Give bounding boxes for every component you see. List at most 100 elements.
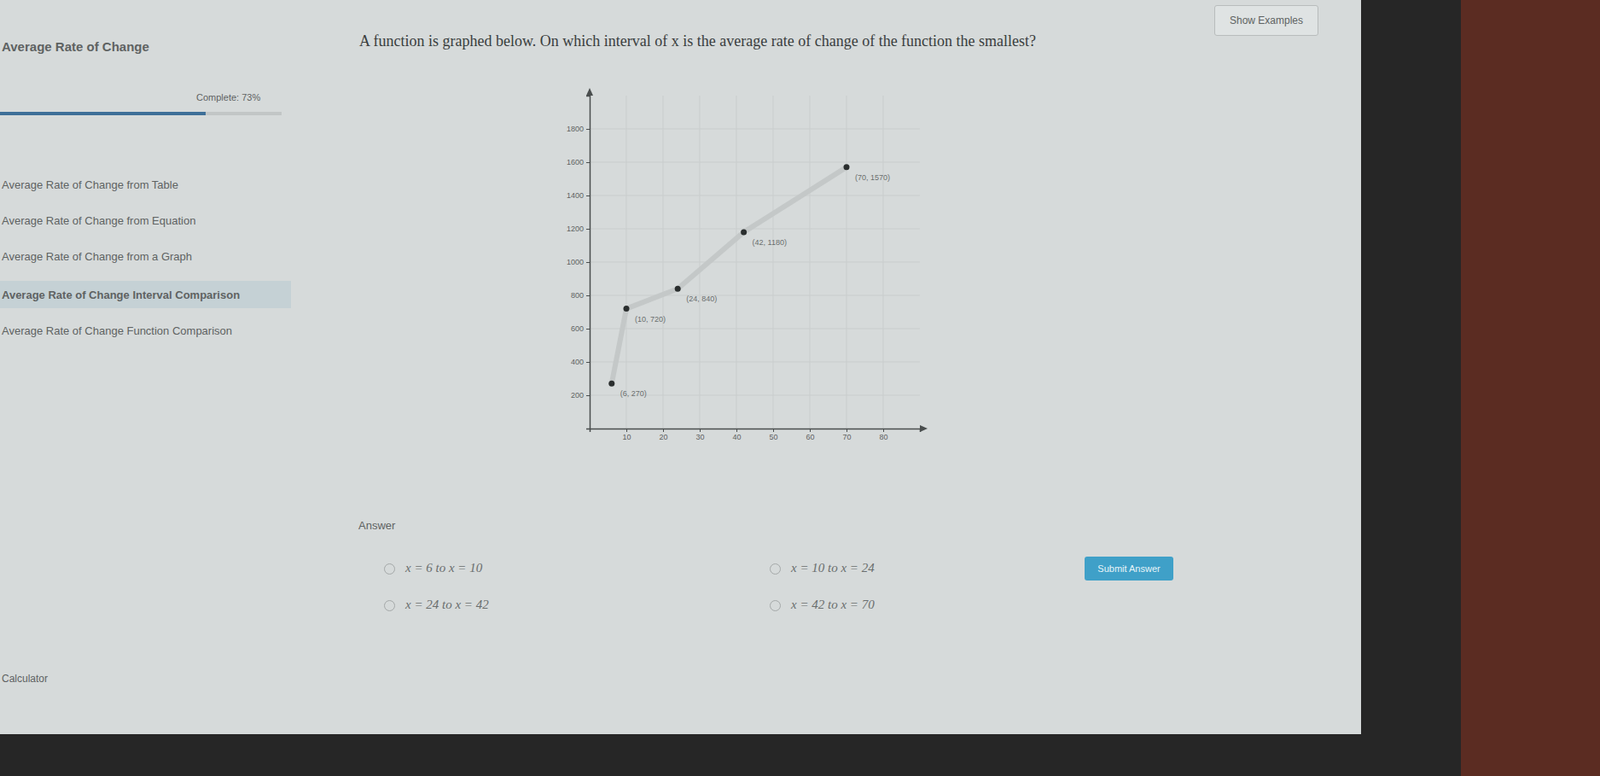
radio-button[interactable] <box>384 563 396 575</box>
y-tick: 800 <box>570 290 590 300</box>
y-tick-label: 1200 <box>566 224 584 233</box>
x-tick-mark <box>846 428 848 432</box>
grid <box>589 95 920 429</box>
y-tick-label: 1800 <box>566 124 584 134</box>
show-examples-button[interactable]: Show Examples <box>1214 5 1319 36</box>
y-tick-label: 600 <box>570 324 584 333</box>
x-tick: 30 <box>695 428 704 442</box>
grid-line <box>589 228 920 230</box>
option-label: x = 42 to x = 70 <box>791 597 875 611</box>
data-point <box>674 285 681 292</box>
y-axis-arrow <box>586 87 594 96</box>
question-text: A function is graphed below. On which in… <box>359 32 1036 51</box>
x-axis-line <box>590 429 921 433</box>
grid-line <box>699 95 701 429</box>
y-tick: 200 <box>570 390 590 400</box>
menu-item[interactable]: Average Rate of Change from Table <box>1 178 179 192</box>
x-axis-arrow <box>919 424 928 432</box>
menu-item[interactable]: Average Rate of Change from a Graph <box>1 250 192 263</box>
answer-option[interactable]: x = 42 to x = 70 <box>769 597 875 612</box>
radio-button[interactable] <box>769 563 781 575</box>
chart: 10 20 30 40 50 60 70 80 200 400 600 800 1000 1200 1400… <box>0 0 1362 478</box>
y-tick: 1600 <box>566 157 590 167</box>
y-tick: 1000 <box>566 257 590 267</box>
background-wall <box>1460 0 1600 776</box>
y-tick: 1400 <box>566 191 590 200</box>
x-tick-label: 80 <box>878 432 888 442</box>
grid-line <box>589 195 920 197</box>
calculator-link[interactable]: Calculator <box>1 672 48 685</box>
grid-line <box>589 361 920 363</box>
y-tick-mark <box>586 195 590 197</box>
answer-option[interactable]: x = 24 to x = 42 <box>384 597 489 612</box>
answer-option[interactable]: x = 10 to x = 24 <box>769 560 875 576</box>
answer-option[interactable]: x = 6 to x = 10 <box>384 560 483 576</box>
grid-line <box>736 95 738 429</box>
grid-line <box>626 95 628 429</box>
radio-button[interactable] <box>769 599 781 611</box>
x-tick-mark <box>809 428 811 432</box>
grid-line <box>589 261 920 263</box>
option-label: x = 6 to x = 10 <box>405 560 483 575</box>
data-label: (70, 1570) <box>855 173 891 182</box>
y-tick-mark <box>586 328 590 330</box>
x-tick-mark <box>626 428 628 432</box>
x-tick: 80 <box>878 428 888 442</box>
data-label: (10, 720) <box>634 314 666 324</box>
y-tick-mark <box>586 228 590 230</box>
data-label: (6, 270) <box>620 389 647 398</box>
grid-line <box>883 95 885 429</box>
x-tick-label: 30 <box>695 432 704 442</box>
y-tick-mark <box>586 128 590 130</box>
x-tick: 60 <box>805 428 815 442</box>
grid-line <box>589 328 920 330</box>
x-tick-mark <box>699 428 701 432</box>
data-point <box>623 305 630 312</box>
grid-line <box>846 95 848 429</box>
x-tick: 10 <box>622 428 631 442</box>
y-axis-line <box>586 96 591 430</box>
x-tick: 50 <box>768 428 778 442</box>
data-label: (24, 840) <box>686 294 717 303</box>
y-tick-mark <box>586 395 590 396</box>
y-tick-label: 400 <box>570 357 584 367</box>
plot-area <box>608 163 850 387</box>
radio-button[interactable] <box>384 599 396 611</box>
y-tick-label: 1000 <box>566 257 584 267</box>
grid-line <box>773 95 774 429</box>
x-tick-mark <box>736 428 738 432</box>
x-axis: 10 20 30 40 50 60 70 80 <box>590 428 921 442</box>
y-tick-label: 800 <box>570 290 584 300</box>
data-labels: (6, 270)(10, 720)(24, 840)(42, 1180)(70,… <box>620 173 891 399</box>
section-title: Average Rate of Change <box>1 39 150 54</box>
x-tick-label: 10 <box>622 432 631 442</box>
menu-item[interactable]: Average Rate of Change Function Comparis… <box>1 324 233 338</box>
y-tick: 600 <box>570 324 590 333</box>
submit-button[interactable]: Submit Answer <box>1084 556 1174 581</box>
answer-heading: Answer <box>358 518 396 532</box>
y-tick-mark <box>586 261 590 263</box>
x-tick-label: 40 <box>732 432 741 442</box>
x-tick-label: 70 <box>842 432 851 442</box>
data-point <box>843 163 850 170</box>
progress-label: Complete: 73% <box>196 92 261 103</box>
data-point <box>740 228 747 235</box>
data-point <box>608 380 615 387</box>
x-tick-label: 60 <box>805 432 815 442</box>
menu-item[interactable]: Average Rate of Change Interval Comparis… <box>1 288 240 302</box>
y-tick-mark <box>586 162 590 163</box>
y-tick-mark <box>586 361 590 363</box>
y-tick-label: 1400 <box>566 191 584 200</box>
x-tick-mark <box>773 428 774 432</box>
progress-bar <box>0 111 206 116</box>
y-tick: 1200 <box>566 224 590 233</box>
x-tick: 20 <box>658 428 668 442</box>
menu-item[interactable]: Average Rate of Change from Equation <box>1 214 196 227</box>
x-tick-label: 50 <box>768 432 778 442</box>
grid-line <box>809 95 811 429</box>
x-tick: 40 <box>732 428 741 442</box>
x-tick-mark <box>663 428 664 432</box>
y-tick-label: 200 <box>570 390 584 400</box>
y-axis: 200 400 600 800 1000 1200 1400 1600 1800 <box>566 96 591 430</box>
x-tick-mark <box>883 428 885 432</box>
